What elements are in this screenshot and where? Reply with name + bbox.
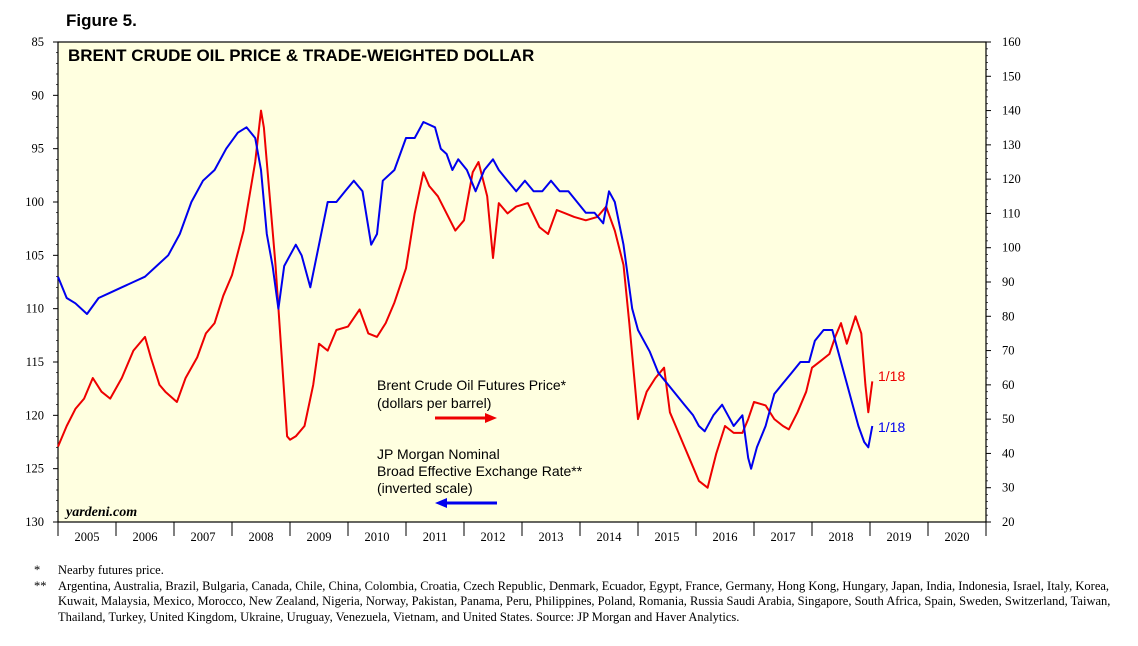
x-tick-label: 2013 bbox=[539, 530, 564, 544]
right-tick-label: 60 bbox=[1002, 378, 1015, 392]
oil-series-label: Brent Crude Oil Futures Price* bbox=[377, 377, 567, 393]
right-axis: 20 30 40 50 60 70 80 90 100 110 120 130 140 150 160 bbox=[986, 35, 1021, 529]
footnote-1: * Nearby futures price. bbox=[34, 563, 1124, 579]
right-tick-label: 40 bbox=[1002, 446, 1015, 460]
chart: BRENT CRUDE OIL PRICE & TRADE-WEIGHTED D… bbox=[25, 35, 1021, 544]
footnote-2-text: Argentina, Australia, Brazil, Bulgaria, … bbox=[58, 578, 1111, 624]
left-tick-label: 95 bbox=[32, 142, 45, 156]
right-tick-label: 70 bbox=[1002, 344, 1015, 358]
left-tick-label: 100 bbox=[25, 195, 44, 209]
dollar-series-label-1: JP Morgan Nominal bbox=[377, 446, 500, 462]
footnotes: * Nearby futures price. ** Argentina, Au… bbox=[34, 563, 1124, 625]
x-tick-label: 2020 bbox=[945, 530, 970, 544]
oil-end-label: 1/18 bbox=[878, 368, 905, 384]
oil-price-line bbox=[57, 109, 874, 489]
right-tick-label: 20 bbox=[1002, 515, 1015, 529]
right-tick-label: 50 bbox=[1002, 412, 1015, 426]
right-tick-label: 80 bbox=[1002, 309, 1015, 323]
right-tick-label: 130 bbox=[1002, 138, 1021, 152]
oil-series-unit: (dollars per barrel) bbox=[377, 395, 491, 411]
x-tick-label: 2012 bbox=[481, 530, 506, 544]
figure-label: Figure 5. bbox=[66, 11, 137, 30]
x-tick-label: 2019 bbox=[887, 530, 912, 544]
x-tick-label: 2008 bbox=[249, 530, 274, 544]
right-tick-label: 150 bbox=[1002, 69, 1021, 83]
right-tick-label: 110 bbox=[1002, 206, 1020, 220]
left-tick-label: 90 bbox=[32, 88, 45, 102]
x-axis: 2005 2006 2007 2008 2009 2010 2011 2012 2013 2014… bbox=[57, 522, 987, 544]
left-tick-label: 120 bbox=[25, 408, 44, 422]
right-tick-label: 120 bbox=[1002, 172, 1021, 186]
right-tick-label: 160 bbox=[1002, 35, 1021, 49]
right-tick-label: 90 bbox=[1002, 275, 1015, 289]
x-tick-label: 2017 bbox=[771, 530, 796, 544]
right-tick-label: 140 bbox=[1002, 104, 1021, 118]
footnote-1-text: Nearby futures price. bbox=[58, 563, 164, 577]
footnote-1-mark: * bbox=[34, 563, 41, 577]
chart-title: BRENT CRUDE OIL PRICE & TRADE-WEIGHTED D… bbox=[68, 46, 534, 65]
dollar-series-label-2: Broad Effective Exchange Rate** bbox=[377, 463, 583, 479]
dollar-index-line bbox=[57, 121, 874, 470]
left-arrow-icon bbox=[435, 498, 497, 508]
x-tick-label: 2015 bbox=[655, 530, 680, 544]
right-arrow-icon bbox=[435, 413, 497, 423]
x-tick-label: 2014 bbox=[597, 530, 623, 544]
dollar-end-label: 1/18 bbox=[878, 419, 905, 435]
left-tick-label: 125 bbox=[25, 462, 44, 476]
x-tick-label: 2011 bbox=[423, 530, 448, 544]
footnote-2: ** Argentina, Australia, Brazil, Bulgari… bbox=[34, 579, 1124, 626]
left-tick-label: 115 bbox=[26, 355, 44, 369]
left-tick-label: 110 bbox=[26, 302, 44, 316]
left-tick-label: 105 bbox=[25, 248, 44, 262]
x-tick-label: 2016 bbox=[713, 530, 738, 544]
left-tick-label: 130 bbox=[25, 515, 44, 529]
x-tick-label: 2018 bbox=[829, 530, 854, 544]
x-tick-label: 2009 bbox=[307, 530, 332, 544]
x-tick-label: 2005 bbox=[75, 530, 100, 544]
source-watermark: yardeni.com bbox=[64, 505, 137, 520]
right-tick-label: 100 bbox=[1002, 241, 1021, 255]
footnote-2-mark: ** bbox=[34, 578, 47, 593]
x-tick-label: 2006 bbox=[133, 530, 158, 544]
x-tick-label: 2010 bbox=[365, 530, 390, 544]
left-axis: 85 90 95 100 105 110 115 120 125 130 bbox=[25, 35, 58, 529]
x-tick-label: 2007 bbox=[191, 530, 216, 544]
dollar-series-unit: (inverted scale) bbox=[377, 480, 473, 496]
plot-background bbox=[57, 41, 987, 523]
left-tick-label: 85 bbox=[32, 35, 45, 49]
right-tick-label: 30 bbox=[1002, 481, 1015, 495]
